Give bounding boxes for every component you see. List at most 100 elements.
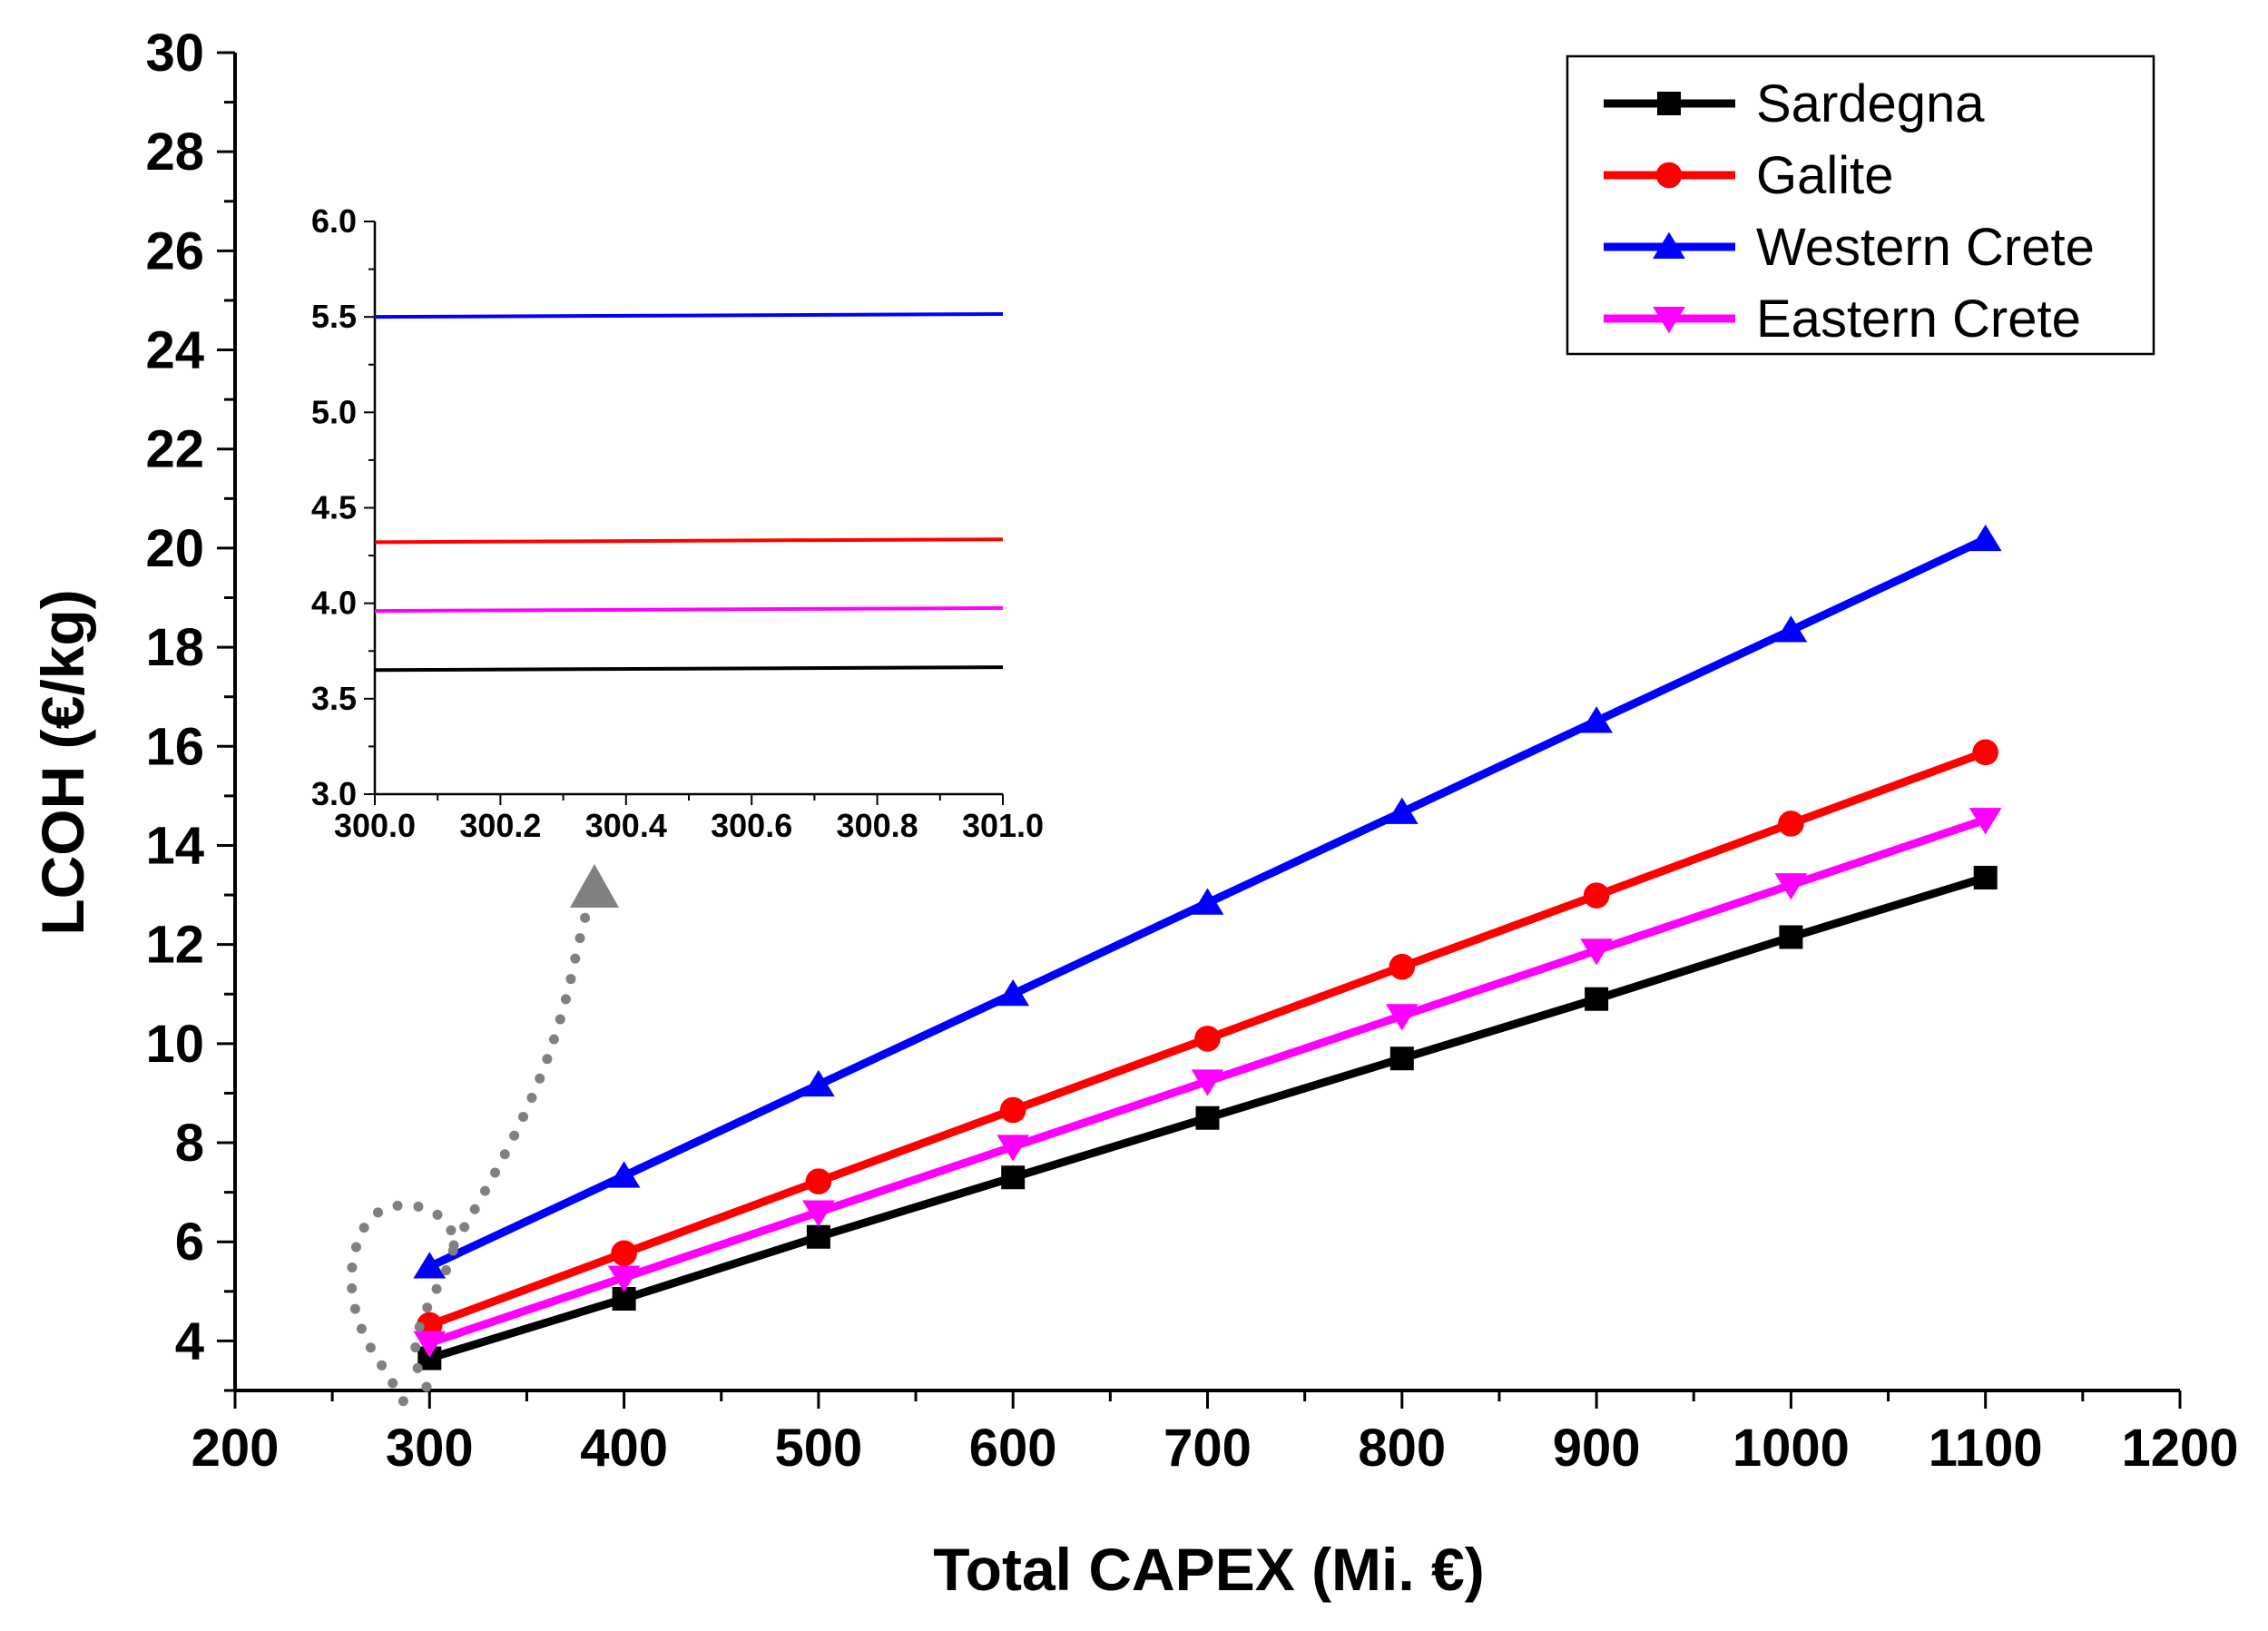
data-point-galite — [1972, 739, 1998, 766]
callout-arrowhead — [570, 864, 619, 908]
data-point-western-crete — [1385, 797, 1419, 824]
legend-marker — [1653, 231, 1685, 259]
data-point-galite — [805, 1168, 832, 1194]
legend-label: Galite — [1756, 146, 1894, 205]
inset-y-tick-label: 5.0 — [311, 393, 357, 430]
y-tick-label: 10 — [145, 1015, 204, 1074]
y-tick-label: 20 — [145, 519, 204, 578]
data-point-galite — [1194, 1026, 1221, 1052]
legend-marker — [1657, 92, 1681, 115]
inset-line-western-crete — [374, 312, 1004, 319]
data-point-western-crete — [607, 1161, 641, 1188]
legend-label: Western Crete — [1756, 218, 2095, 277]
data-point-galite — [611, 1240, 637, 1267]
data-point-eastern-crete — [607, 1265, 641, 1292]
y-tick-label: 26 — [145, 221, 204, 280]
data-point-western-crete — [413, 1252, 447, 1279]
legend-item-western-crete: Western Crete — [1604, 218, 2095, 277]
inset-x-tick-label: 300.8 — [837, 807, 918, 844]
legend: Sardegna Galite Western Crete Eastern Crete — [1566, 54, 2155, 356]
x-tick-label: 800 — [1358, 1419, 1446, 1478]
data-point-eastern-crete — [1969, 808, 2002, 835]
legend-label: Sardegna — [1756, 74, 1985, 133]
data-point-eastern-crete — [1385, 1004, 1419, 1031]
y-tick-label: 18 — [145, 618, 204, 677]
callout-arrow-line — [448, 899, 597, 1251]
series-western-crete — [413, 524, 2002, 1279]
x-tick-label: 1200 — [2121, 1419, 2238, 1478]
data-point-galite — [1778, 811, 1804, 837]
x-tick-label: 700 — [1163, 1419, 1252, 1478]
data-point-sardegna — [1001, 1165, 1026, 1190]
x-tick-label: 600 — [969, 1419, 1057, 1478]
x-tick-label: 1100 — [1929, 1419, 2043, 1478]
inset-line-galite — [374, 537, 1004, 545]
inset-y-tick-label: 4.0 — [311, 585, 357, 622]
x-tick-label: 1000 — [1733, 1419, 1850, 1478]
y-tick-label: 30 — [145, 24, 204, 83]
y-tick-label: 12 — [145, 916, 204, 975]
x-tick-label: 300 — [386, 1419, 474, 1478]
inset-y-tick-label: 3.0 — [311, 775, 357, 812]
data-point-western-crete — [1969, 524, 2002, 552]
inset-x-tick-label: 300.2 — [459, 807, 541, 844]
callout-ellipse — [346, 1200, 459, 1408]
inset-y-tick-label: 4.5 — [311, 489, 357, 526]
y-tick-label: 14 — [145, 816, 204, 875]
y-tick-label: 22 — [145, 420, 204, 479]
inset-y-tick-label: 5.5 — [311, 298, 357, 335]
data-point-eastern-crete — [802, 1200, 835, 1227]
inset-y-tick-label: 3.5 — [311, 680, 357, 717]
data-point-eastern-crete — [1774, 873, 1808, 900]
data-point-sardegna — [1973, 865, 1998, 889]
data-point-eastern-crete — [1580, 938, 1613, 966]
data-point-galite — [1583, 882, 1610, 909]
data-point-sardegna — [1585, 987, 1609, 1011]
main-ticks: 200 300 400 500 600 700 800 900 1000 1100 1200 4 6 8 1… — [145, 24, 2238, 1478]
zoom-callout — [346, 864, 619, 1408]
data-point-western-crete — [997, 979, 1030, 1007]
data-point-galite — [999, 1096, 1026, 1124]
x-tick-label: 200 — [191, 1419, 280, 1478]
data-point-sardegna — [1195, 1105, 1220, 1130]
inset-line-sardegna — [374, 665, 1004, 673]
y-tick-label: 16 — [145, 717, 204, 776]
y-axis-title: LCOH (€/kg) — [29, 589, 96, 935]
data-point-galite — [1389, 953, 1416, 980]
data-point-sardegna — [806, 1224, 830, 1249]
series-eastern-crete — [413, 808, 2002, 1358]
inset-x-tick-label: 300.4 — [585, 807, 667, 844]
inset-y-tick-label: 6.0 — [311, 202, 357, 240]
legend-label: Eastern Crete — [1756, 290, 2081, 349]
data-point-western-crete — [1774, 615, 1808, 643]
legend-marker — [1653, 307, 1685, 334]
inset-x-tick-label: 300.6 — [711, 807, 792, 844]
data-point-sardegna — [1779, 925, 1803, 949]
x-tick-label: 400 — [580, 1419, 668, 1478]
legend-item-galite: Galite — [1604, 146, 1894, 205]
data-point-eastern-crete — [413, 1331, 447, 1358]
data-point-western-crete — [1191, 888, 1224, 915]
main-series — [413, 524, 2002, 1371]
legend-item-eastern-crete: Eastern Crete — [1604, 290, 2081, 349]
data-point-eastern-crete — [997, 1135, 1030, 1162]
y-tick-label: 4 — [175, 1312, 204, 1371]
y-tick-label: 24 — [145, 321, 204, 380]
data-point-western-crete — [802, 1069, 835, 1097]
data-point-western-crete — [1580, 706, 1613, 733]
y-tick-label: 6 — [175, 1213, 204, 1272]
x-tick-label: 500 — [775, 1419, 863, 1478]
legend-item-sardegna: Sardegna — [1604, 74, 1985, 133]
y-tick-label: 8 — [175, 1114, 204, 1173]
inset-line-eastern-crete — [374, 605, 1004, 614]
x-axis-title: Total CAPEX (Mi. €) — [933, 1536, 1484, 1603]
data-point-eastern-crete — [1191, 1069, 1224, 1096]
inset-chart: 300.0 300.2 300.4 300.6 300.8 301.0 3.0 3.5 4.0 4… — [311, 202, 1044, 844]
x-tick-label: 900 — [1553, 1419, 1641, 1478]
inset-x-tick-label: 301.0 — [962, 807, 1044, 844]
series-galite — [417, 739, 1998, 1339]
data-point-sardegna — [1389, 1046, 1414, 1071]
series-sardegna — [417, 865, 1998, 1371]
inset-x-tick-label: 300.0 — [334, 807, 416, 844]
